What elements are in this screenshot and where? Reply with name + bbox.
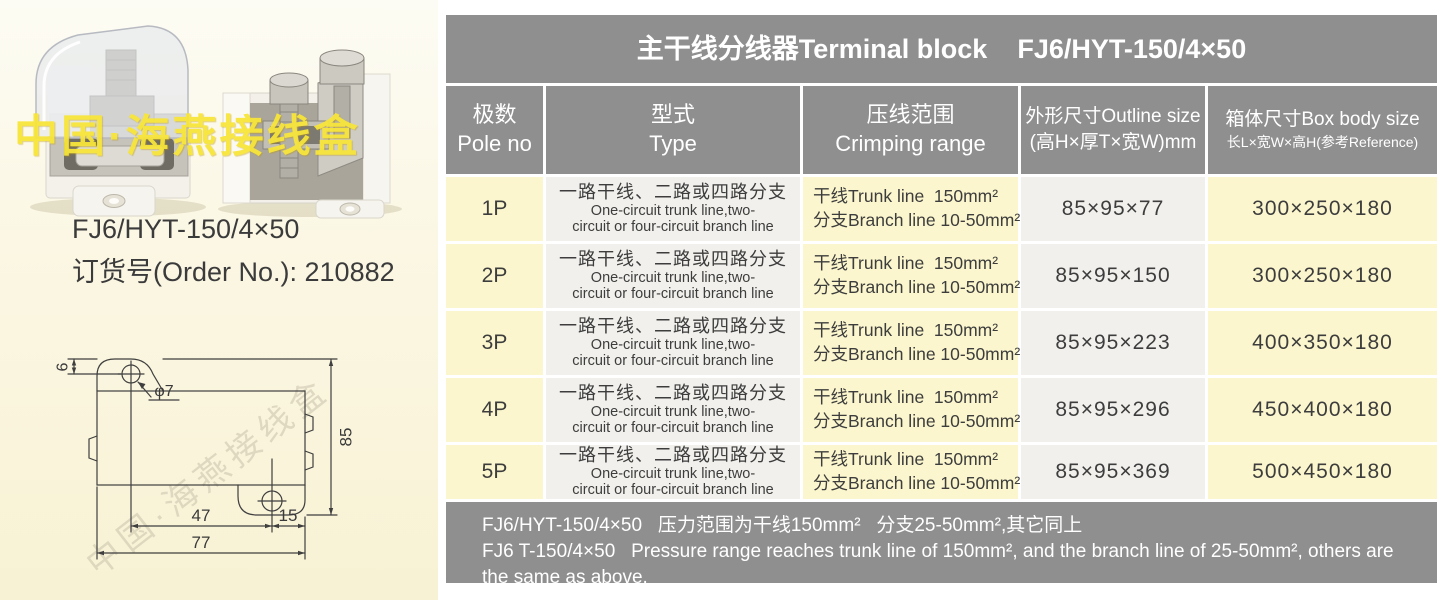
- order-number: 订货号(Order No.): 210882: [72, 257, 395, 287]
- dim-85: 85: [337, 428, 356, 447]
- cell-pole: 3P: [446, 311, 543, 375]
- cell-crimping-range: 干线Trunk line 150mm² 分支Branch line 10-50m…: [803, 378, 1021, 442]
- table-row: 1P 一路干线、二路或四路分支 One-circuit trunk line,t…: [446, 177, 1437, 241]
- type-en-line2: circuit or four-circuit branch line: [572, 285, 774, 302]
- cell-box-size: 450×400×180: [1208, 378, 1437, 442]
- table-row: 4P 一路干线、二路或四路分支 One-circuit trunk line,t…: [446, 378, 1437, 442]
- footnote-zh: FJ6/HYT-150/4×50 压力范围为干线150mm² 分支25-50mm…: [482, 515, 1083, 536]
- col-header-type-zh: 型式: [650, 102, 695, 128]
- type-en-line1: One-circuit trunk line,two-: [590, 269, 756, 286]
- product-panel: 中国·海燕接线盒 FJ6/HYT-150/4×50 订货号(Order No.)…: [0, 0, 438, 600]
- cell-type: 一路干线、二路或四路分支 One-circuit trunk line,two-…: [546, 244, 800, 308]
- cell-box-size: 500×450×180: [1208, 445, 1437, 499]
- col-header-crimp: 压线范围 Crimping range: [803, 86, 1018, 174]
- col-header-type-en: Type: [649, 131, 697, 156]
- cell-outline-size: 85×95×150: [1021, 244, 1205, 308]
- dim-6: 6: [55, 362, 72, 371]
- type-en-line2: circuit or four-circuit branch line: [572, 218, 774, 235]
- cell-crimping-range: 干线Trunk line 150mm² 分支Branch line 10-50m…: [803, 311, 1021, 375]
- type-en-line2: circuit or four-circuit branch line: [572, 419, 774, 436]
- col-header-box-line1: 箱体尺寸Box body size: [1225, 109, 1420, 131]
- col-header-type: 型式 Type: [546, 86, 800, 174]
- crimp-branch: 分支Branch line 10-50mm²: [813, 411, 1021, 431]
- crimp-branch: 分支Branch line 10-50mm²: [813, 210, 1021, 230]
- cell-outline-size: 85×95×223: [1021, 311, 1205, 375]
- type-en-line1: One-circuit trunk line,two-: [590, 336, 756, 353]
- cell-outline-size: 85×95×77: [1021, 177, 1205, 241]
- product-photo: [30, 25, 402, 219]
- type-en-line1: One-circuit trunk line,two-: [590, 465, 756, 482]
- col-header-box: 箱体尺寸Box body size 长L×宽W×高H(参考Reference): [1208, 86, 1437, 174]
- type-en-line2: circuit or four-circuit branch line: [572, 481, 774, 498]
- dim-hole-dia: φ7: [154, 383, 173, 400]
- cell-outline-size: 85×95×369: [1021, 445, 1205, 499]
- table-row: 3P 一路干线、二路或四路分支 One-circuit trunk line,t…: [446, 311, 1437, 375]
- type-zh: 一路干线、二路或四路分支: [559, 249, 787, 270]
- crimp-trunk: 干线Trunk line 150mm²: [813, 253, 999, 274]
- col-header-pole: 极数 Pole no: [446, 86, 543, 174]
- dimension-drawing: 中国·海燕接线盒: [55, 358, 356, 584]
- dim-77: 77: [192, 533, 211, 552]
- crimp-branch: 分支Branch line 10-50mm²: [813, 473, 1021, 493]
- table-row: 2P 一路干线、二路或四路分支 One-circuit trunk line,t…: [446, 244, 1437, 308]
- cell-type: 一路干线、二路或四路分支 One-circuit trunk line,two-…: [546, 177, 800, 241]
- dim-47: 47: [192, 506, 211, 525]
- cell-type: 一路干线、二路或四路分支 One-circuit trunk line,two-…: [546, 311, 800, 375]
- type-en-line1: One-circuit trunk line,two-: [590, 403, 756, 420]
- cell-pole: 4P: [446, 378, 543, 442]
- type-en-line2: circuit or four-circuit branch line: [572, 352, 774, 369]
- col-header-crimp-en: Crimping range: [835, 131, 986, 156]
- crimp-trunk: 干线Trunk line 150mm²: [813, 449, 999, 470]
- cell-box-size: 400×350×180: [1208, 311, 1437, 375]
- cell-outline-size: 85×95×296: [1021, 378, 1205, 442]
- cell-box-size: 300×250×180: [1208, 244, 1437, 308]
- type-zh: 一路干线、二路或四路分支: [559, 182, 787, 203]
- cell-type: 一路干线、二路或四路分支 One-circuit trunk line,two-…: [546, 445, 800, 499]
- cell-pole: 5P: [446, 445, 543, 499]
- photo-watermark: 中国·海燕接线盒: [14, 112, 361, 161]
- type-zh: 一路干线、二路或四路分支: [559, 383, 787, 404]
- col-header-outline: 外形尺寸Outline size (高H×厚T×宽W)mm: [1021, 86, 1205, 174]
- type-en-line1: One-circuit trunk line,two-: [590, 202, 756, 219]
- dim-15: 15: [279, 506, 298, 525]
- cell-box-size: 300×250×180: [1208, 177, 1437, 241]
- col-header-pole-en: Pole no: [457, 131, 532, 156]
- cell-pole: 1P: [446, 177, 543, 241]
- product-model: FJ6/HYT-150/4×50: [72, 214, 300, 244]
- table-header-row: 极数 Pole no 型式 Type 压线范围 Crimping range 外…: [446, 86, 1437, 174]
- cell-pole: 2P: [446, 244, 543, 308]
- table-row: 5P 一路干线、二路或四路分支 One-circuit trunk line,t…: [446, 445, 1437, 499]
- table-title: 主干线分线器Terminal block FJ6/HYT-150/4×50: [446, 15, 1437, 83]
- crimp-trunk: 干线Trunk line 150mm²: [813, 320, 999, 341]
- cell-crimping-range: 干线Trunk line 150mm² 分支Branch line 10-50m…: [803, 177, 1021, 241]
- col-header-outline-line1: 外形尺寸Outline size: [1025, 106, 1201, 128]
- col-header-box-line2: 长L×宽W×高H(参考Reference): [1226, 134, 1419, 151]
- type-zh: 一路干线、二路或四路分支: [559, 316, 787, 337]
- crimp-trunk: 干线Trunk line 150mm²: [813, 387, 999, 408]
- footnote-en: FJ6 T-150/4×50 Pressure range reaches tr…: [482, 541, 1399, 589]
- spec-table: 主干线分线器Terminal block FJ6/HYT-150/4×50 极数…: [446, 15, 1437, 588]
- cell-crimping-range: 干线Trunk line 150mm² 分支Branch line 10-50m…: [803, 445, 1021, 499]
- crimp-branch: 分支Branch line 10-50mm²: [813, 277, 1021, 297]
- col-header-crimp-zh: 压线范围: [866, 102, 955, 128]
- col-header-outline-line2: (高H×厚T×宽W)mm: [1029, 132, 1197, 153]
- crimp-branch: 分支Branch line 10-50mm²: [813, 344, 1021, 364]
- type-zh: 一路干线、二路或四路分支: [559, 445, 787, 466]
- crimp-trunk: 干线Trunk line 150mm²: [813, 186, 999, 207]
- col-header-pole-zh: 极数: [472, 102, 517, 128]
- cell-type: 一路干线、二路或四路分支 One-circuit trunk line,two-…: [546, 378, 800, 442]
- cell-crimping-range: 干线Trunk line 150mm² 分支Branch line 10-50m…: [803, 244, 1021, 308]
- table-footnote: FJ6/HYT-150/4×50 压力范围为干线150mm² 分支25-50mm…: [446, 502, 1437, 588]
